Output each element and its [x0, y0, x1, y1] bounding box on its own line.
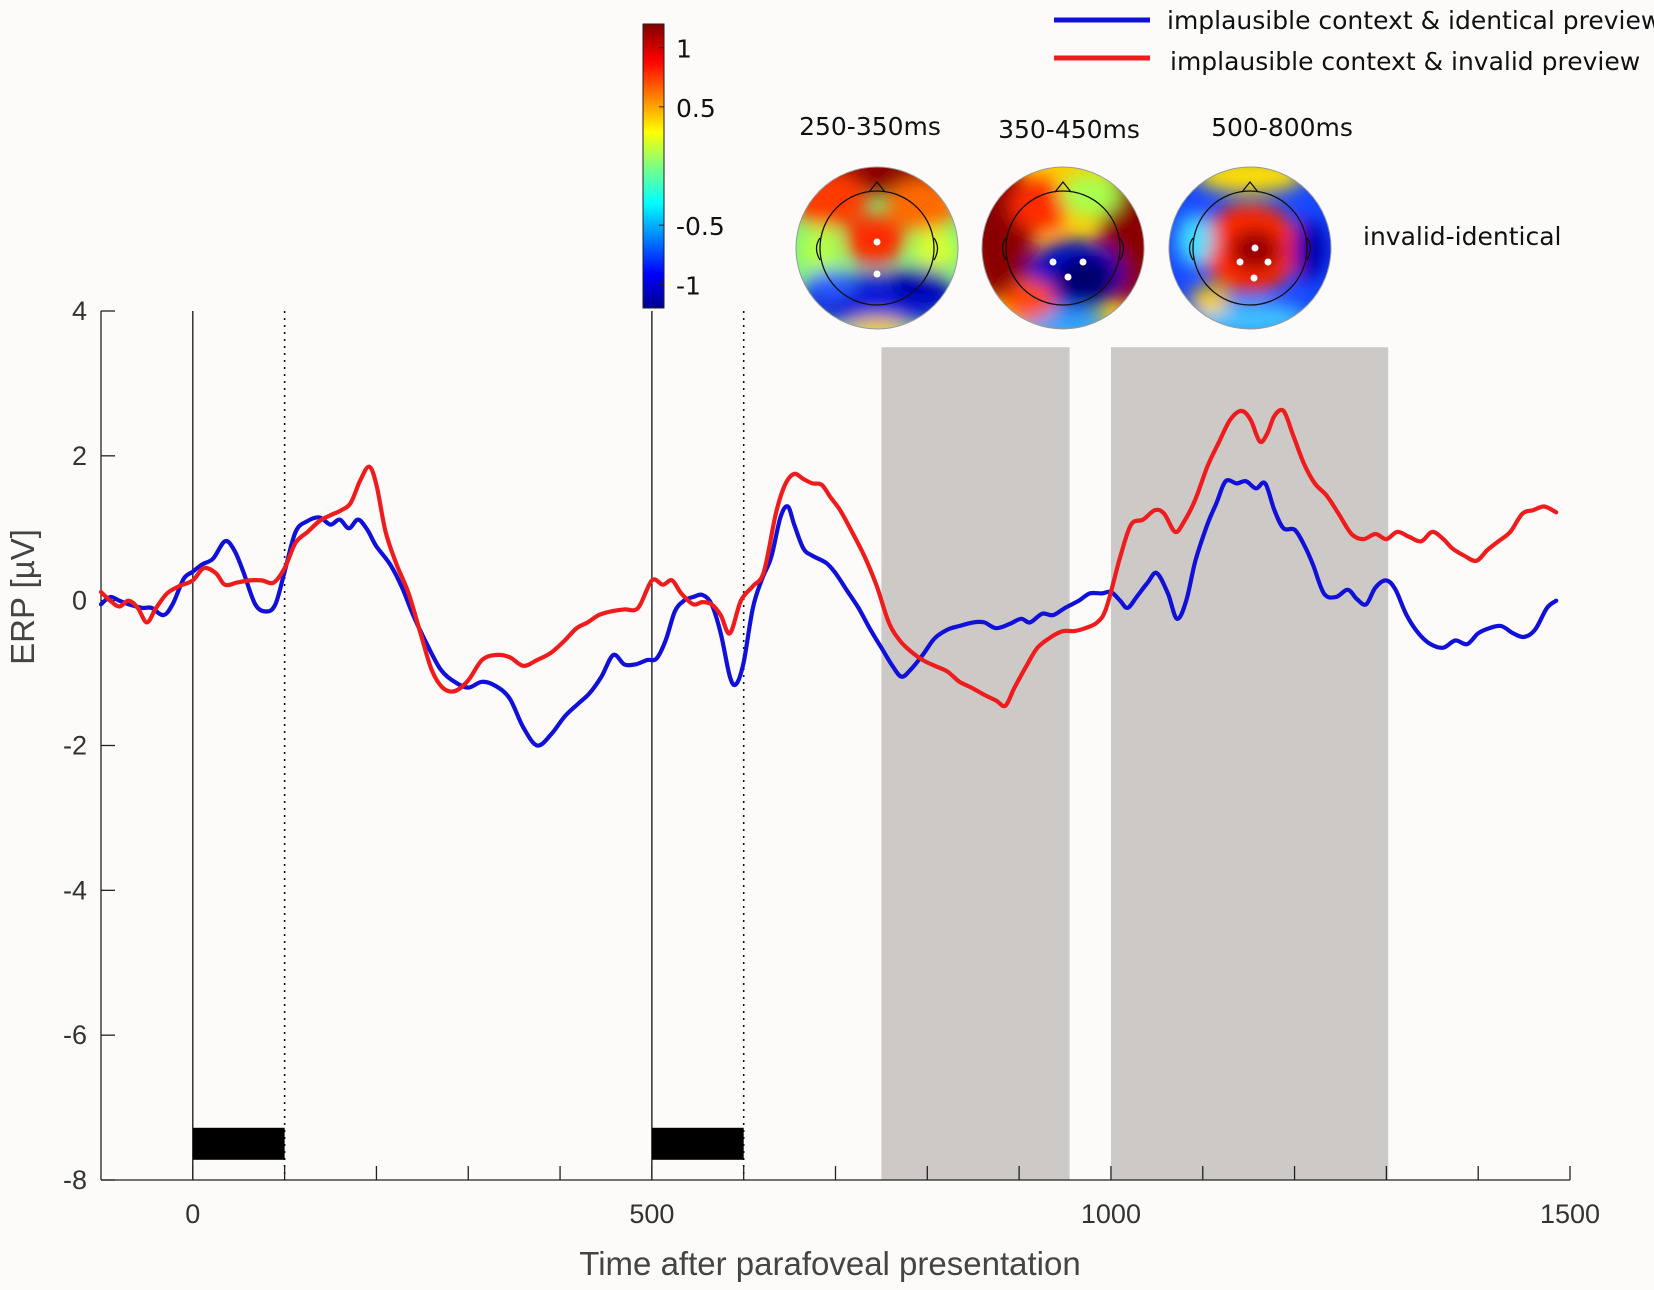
stimulus-bar-2 [651, 1127, 744, 1160]
topomap-label-1: 250-350ms [799, 112, 941, 141]
x-tick-label-1500: 1500 [1540, 1199, 1600, 1229]
shaded-region-2 [1110, 347, 1389, 1180]
colorbar-tick-label-0: 1 [676, 35, 692, 64]
y-tick-label--6: -6 [63, 1020, 87, 1050]
y-tick-label--4: -4 [63, 875, 87, 905]
x-tick-label-500: 500 [629, 1199, 674, 1229]
axes: -8 -6 -4 -2 0 2 4 0 500 1000 1500 [63, 296, 1600, 1229]
y-tick-label-0: 0 [72, 586, 87, 616]
y-tick-label--8: -8 [63, 1165, 87, 1195]
series-line-invalid-preview [98, 407, 1559, 709]
y-axis-label: ERP [µV] [4, 529, 41, 665]
legend: implausible context & identical preview … [1054, 6, 1654, 76]
colorbar-tick-label-1: 0.5 [676, 94, 716, 123]
topomap-3 [1168, 166, 1332, 330]
x-axis-label: Time after parafoveal presentation [579, 1245, 1080, 1282]
y-tick-label-4: 4 [72, 296, 87, 326]
colorbar-tick-label-3: -1 [676, 271, 701, 300]
y-tick-label--2: -2 [63, 731, 87, 761]
colorbar-tick-label-2: -0.5 [676, 212, 725, 241]
topomap-caption: invalid-identical [1363, 222, 1562, 251]
y-tick-label-2: 2 [72, 441, 87, 471]
topomap-label-2: 350-450ms [998, 115, 1140, 144]
legend-label-invalid: implausible context & invalid preview [1170, 47, 1640, 76]
series-line-identical-preview [98, 478, 1559, 748]
topomap-2 [981, 166, 1145, 330]
topomap-label-3: 500-800ms [1211, 113, 1353, 142]
legend-label-identical: implausible context & identical preview [1167, 6, 1654, 35]
x-tick-label-1000: 1000 [1081, 1199, 1141, 1229]
colorbar: 1 0.5 -0.5 -1 [642, 23, 725, 309]
stimulus-bar-1 [192, 1127, 285, 1160]
shaded-region-1 [881, 347, 1070, 1180]
topomap-1 [795, 166, 959, 330]
colorbar-gradient [642, 23, 665, 309]
x-tick-label-0: 0 [185, 1199, 200, 1229]
